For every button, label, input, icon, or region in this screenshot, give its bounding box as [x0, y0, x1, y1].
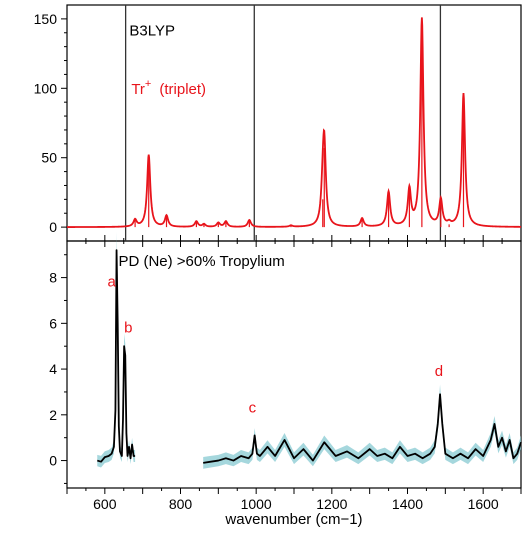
x-tick-label: 1400 — [392, 496, 423, 512]
y-tick-label: 0 — [49, 453, 57, 469]
x-axis-label: wavenumber (cm−1) — [224, 511, 362, 528]
peak-annotations: a b c d — [107, 274, 443, 417]
x-tick-label: 600 — [93, 496, 117, 512]
x-tick-label: 1200 — [316, 496, 347, 512]
top-reference-lines — [124, 5, 442, 241]
x-tick-label: 1600 — [468, 496, 499, 512]
measured-spectrum-line — [203, 393, 522, 464]
y-tick-label: 6 — [49, 315, 57, 331]
method-label: B3LYP — [129, 23, 175, 40]
measured-spectrum-line — [97, 249, 136, 463]
species-label: Tr+ (triplet) — [131, 78, 206, 98]
top-x-ticks — [66, 235, 522, 241]
x-tick-label: 800 — [169, 496, 193, 512]
top-panel-frame — [66, 4, 522, 242]
species-suffix: (triplet) — [159, 81, 206, 98]
top-y-ticks: 0 50 100 150 — [34, 11, 67, 235]
y-tick-label: 2 — [49, 407, 57, 423]
peak-label: a — [107, 274, 116, 291]
y-tick-label: 4 — [49, 361, 57, 377]
measured-spectrum-lines — [97, 249, 522, 464]
species-base: Tr — [131, 81, 145, 98]
bottom-y-ticks: 0 2 4 6 8 — [49, 254, 67, 484]
y-tick-label: 0 — [49, 219, 57, 235]
bottom-x-ticks: 600 800 1000 1200 1400 1600 — [66, 241, 522, 512]
top-stick-lines — [134, 18, 465, 228]
y-tick-label: 150 — [34, 11, 58, 27]
y-tick-label: 100 — [34, 80, 58, 96]
x-tick-label: 1000 — [241, 496, 272, 512]
calculated-spectrum-line — [67, 17, 521, 228]
measurement-label: PD (Ne) >60% Tropylium — [118, 253, 284, 270]
y-tick-label: 50 — [41, 150, 57, 166]
y-tick-label: 8 — [49, 270, 57, 286]
peak-label: c — [249, 400, 257, 417]
species-superscript: + — [145, 78, 151, 90]
peak-label: b — [124, 319, 132, 336]
peak-label: d — [435, 363, 443, 380]
